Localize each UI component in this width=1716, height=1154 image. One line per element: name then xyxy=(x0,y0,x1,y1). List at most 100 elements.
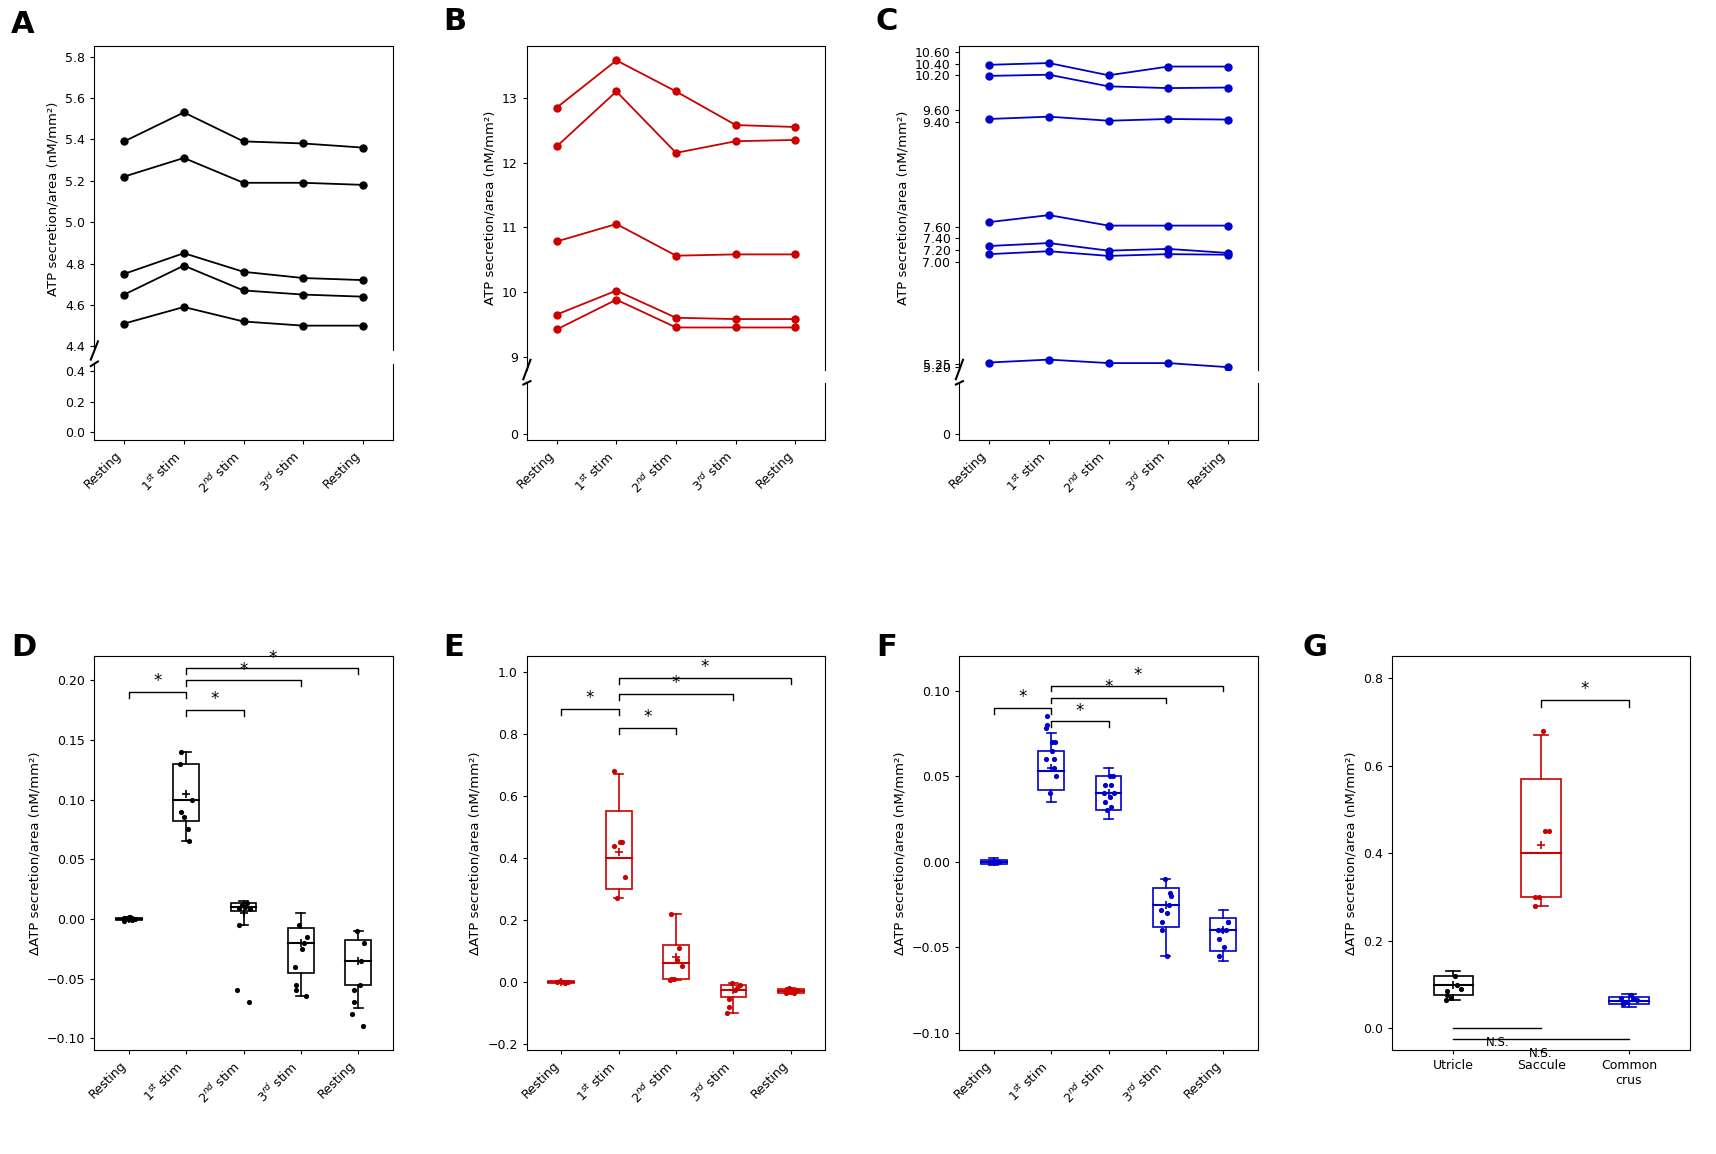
Point xyxy=(350,1017,378,1035)
Point xyxy=(779,981,807,999)
Text: *: * xyxy=(673,674,680,692)
Point xyxy=(976,853,1004,871)
Point xyxy=(1153,904,1181,922)
Text: *: * xyxy=(644,707,652,726)
Point xyxy=(1610,995,1637,1013)
Point xyxy=(601,762,628,780)
Point xyxy=(1213,913,1241,931)
Point xyxy=(168,802,196,820)
Bar xyxy=(173,764,199,820)
Point xyxy=(607,833,635,852)
Point xyxy=(1038,741,1066,759)
Point xyxy=(1205,921,1232,939)
Point xyxy=(347,975,374,994)
Point xyxy=(666,938,693,957)
Bar xyxy=(1038,750,1064,790)
Point xyxy=(1608,989,1635,1007)
Text: N.S.: N.S. xyxy=(1486,1036,1508,1049)
Point xyxy=(340,994,367,1012)
Text: *: * xyxy=(700,658,709,676)
Point xyxy=(554,973,582,991)
Point xyxy=(1091,793,1119,811)
Bar xyxy=(662,945,688,979)
Point xyxy=(1438,989,1465,1007)
Point xyxy=(549,973,577,991)
Point xyxy=(1097,797,1124,816)
Point xyxy=(1157,886,1184,905)
Point xyxy=(166,755,194,773)
Bar xyxy=(777,989,803,992)
Bar xyxy=(549,981,575,982)
Point xyxy=(1529,721,1556,740)
Point xyxy=(1098,767,1126,786)
Point xyxy=(168,743,196,762)
Point xyxy=(110,908,137,927)
Point xyxy=(173,820,201,839)
Point xyxy=(1522,897,1550,915)
Point xyxy=(1155,896,1182,914)
Point xyxy=(722,979,750,997)
Point xyxy=(546,972,573,990)
Point xyxy=(225,915,252,934)
Point xyxy=(656,972,683,990)
Text: F: F xyxy=(875,632,897,661)
Point xyxy=(1433,987,1460,1005)
Point xyxy=(664,951,692,969)
Text: G: G xyxy=(1302,632,1328,661)
Bar xyxy=(1097,777,1122,810)
Bar xyxy=(606,811,631,889)
Point xyxy=(721,981,748,999)
Point xyxy=(1206,946,1234,965)
Point xyxy=(1215,913,1242,931)
Point xyxy=(1148,921,1175,939)
Point xyxy=(1042,733,1069,751)
Point xyxy=(781,983,808,1002)
Point xyxy=(1431,990,1459,1009)
Point xyxy=(1033,715,1060,734)
Point xyxy=(1448,980,1476,998)
Point xyxy=(657,969,685,988)
Point xyxy=(551,973,578,991)
Y-axis label: ΔATP secretion/area (nM/mm²): ΔATP secretion/area (nM/mm²) xyxy=(894,751,906,956)
Text: *: * xyxy=(268,649,276,667)
Bar xyxy=(1153,887,1179,927)
Point xyxy=(1100,784,1127,802)
Point xyxy=(1433,982,1460,1001)
Point xyxy=(1620,989,1647,1007)
Point xyxy=(1040,758,1067,777)
Point xyxy=(985,853,1012,871)
Point xyxy=(338,1005,366,1024)
Point xyxy=(1097,767,1124,786)
Point xyxy=(1443,975,1471,994)
Point xyxy=(293,928,321,946)
Point xyxy=(606,833,633,852)
Point xyxy=(611,868,638,886)
Point xyxy=(782,981,810,999)
Text: B: B xyxy=(443,7,467,37)
Point xyxy=(726,976,753,995)
Point xyxy=(1211,938,1239,957)
Text: N.S.: N.S. xyxy=(1529,1047,1553,1061)
Point xyxy=(716,990,743,1009)
Bar xyxy=(721,986,746,997)
Point xyxy=(1536,822,1563,840)
Point xyxy=(1091,775,1119,794)
Point xyxy=(717,974,745,992)
Text: *: * xyxy=(211,690,220,709)
Point xyxy=(1148,900,1175,919)
Point xyxy=(283,981,311,999)
Point xyxy=(1040,750,1067,769)
Point xyxy=(661,969,688,988)
Y-axis label: ATP secretion/area (nM/mm²): ATP secretion/area (nM/mm²) xyxy=(484,111,496,305)
Point xyxy=(1043,767,1071,786)
Text: *: * xyxy=(1580,680,1589,698)
Point xyxy=(118,911,146,929)
Point xyxy=(233,894,261,913)
Point xyxy=(1038,733,1066,751)
Point xyxy=(1031,719,1059,737)
Text: A: A xyxy=(10,9,34,38)
Point xyxy=(1093,801,1121,819)
Point xyxy=(122,909,149,928)
Point xyxy=(110,912,137,930)
Point xyxy=(1033,750,1060,769)
